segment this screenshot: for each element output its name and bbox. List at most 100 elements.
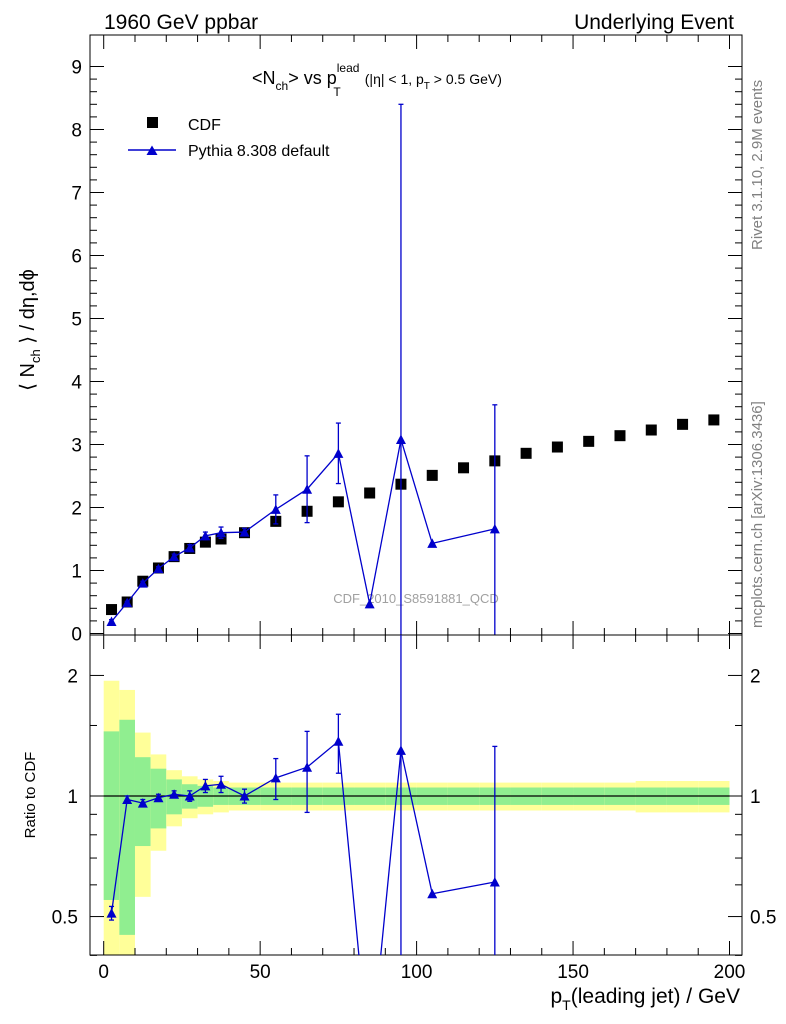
ylabel-sub: ch — [28, 349, 43, 363]
ratio-ytick-label-right: 2 — [750, 666, 761, 687]
title-mid: > vs p — [288, 68, 337, 88]
cdf-data-point — [364, 487, 376, 499]
cdf-data-point — [551, 441, 563, 453]
title-cut-pre: (|η| < 1, p — [365, 71, 424, 87]
main-ytick-label: 3 — [71, 436, 82, 457]
main-panel: CDF_2010_S8591881_QCD <Nch> vs plead T(|η… — [17, 34, 743, 646]
mc-ratio-point — [489, 876, 500, 887]
mc-ratio-point — [169, 789, 180, 799]
mc-point — [216, 527, 227, 538]
mc-point — [395, 434, 406, 444]
xtick-label: 50 — [250, 962, 271, 983]
mc-point — [169, 551, 180, 562]
main-mc-series — [106, 103, 500, 635]
mc-ratio-point — [333, 736, 344, 746]
cdf-data-point — [106, 604, 118, 616]
main-ytick-label: 0 — [71, 625, 82, 646]
main-y-axis-label: ⟨ Nch ⟩ / dη,dϕ — [17, 269, 43, 391]
mc-ratio-point — [153, 792, 164, 803]
xtick-label: 200 — [714, 962, 746, 983]
mc-ratio-point — [270, 772, 281, 783]
analysis-watermark: CDF_2010_S8591881_QCD — [333, 591, 499, 606]
title-cut-post: > 0.5 GeV) — [430, 71, 502, 87]
mc-ratio-point — [200, 780, 211, 791]
main-y-ticks: 0 1 2 3 4 5 6 7 8 9 — [71, 58, 742, 646]
cdf-data-point — [645, 424, 657, 436]
cdf-data-point — [458, 462, 470, 474]
cdf-data-point — [708, 414, 720, 426]
rivet-version-label: Rivet 3.1.10, 2.9M events — [749, 80, 766, 250]
ratio-frame — [89, 634, 743, 956]
ratio-y-axis-label: Ratio to CDF — [22, 752, 39, 839]
mcplots-source-label: mcplots.cern.ch [arXiv:1306.3436] — [749, 401, 766, 628]
main-ytick-label: 8 — [71, 121, 82, 142]
mc-ratio-line — [110, 739, 495, 955]
main-ytick-label: 5 — [71, 310, 82, 331]
mc-point — [184, 542, 195, 553]
x-axis-ticks: 0 50 100 150 200 — [98, 35, 745, 983]
legend-mc-label: Pythia 8.308 default — [188, 143, 330, 160]
mc-ratio-point — [216, 779, 227, 789]
legend-data-label: CDF — [188, 117, 221, 134]
mc-point — [239, 527, 250, 537]
cdf-data-point — [332, 496, 344, 508]
mc-point — [153, 563, 164, 574]
title-sup-lead: lead — [337, 61, 360, 75]
mc-ratio-point — [106, 908, 117, 918]
main-ytick-label: 9 — [71, 58, 82, 79]
mc-point — [200, 530, 211, 541]
mc-point — [489, 523, 500, 534]
xlabel-sub: T — [562, 997, 571, 1013]
ratio-uncertainty-bands — [103, 680, 730, 955]
ratio-ytick-label: 1 — [67, 787, 78, 808]
cdf-data-point — [520, 447, 532, 459]
mc-ratio-point — [395, 745, 406, 755]
main-ytick-label: 6 — [71, 247, 82, 268]
mc-point — [137, 578, 148, 588]
legend-mc-marker — [146, 145, 158, 155]
ratio-panel: Ratio to CDF 0.5 0.51 12 2 0 50 100 150 200 pT(… — [22, 35, 776, 1013]
xlabel-post: (leading jet) / GeV — [571, 985, 740, 1008]
main-ytick-label: 2 — [71, 499, 82, 520]
x-axis-label: pT(leading jet) / GeV — [550, 985, 740, 1013]
mc-ratio-point — [302, 762, 313, 772]
mc-point — [333, 448, 344, 458]
main-ytick-label: 7 — [71, 184, 82, 205]
mc-point — [122, 597, 133, 608]
xlabel-pre: p — [550, 985, 562, 1008]
mc-ratio-point — [122, 794, 133, 805]
header-left: 1960 GeV ppbar — [104, 11, 258, 34]
cdf-data-point — [426, 469, 438, 481]
mc-ratio-point — [137, 798, 148, 808]
ratio-mc-series — [106, 635, 500, 955]
title-cut-sub: T — [424, 81, 430, 92]
mc-ratio-point — [184, 791, 195, 801]
cdf-data-point — [677, 418, 689, 430]
main-title: <Nch> vs plead T(|η| < 1, pT > 0.5 GeV) — [252, 61, 502, 99]
main-ytick-label: 1 — [71, 562, 82, 583]
cdf-data-point — [583, 435, 595, 447]
xtick-label: 100 — [401, 962, 433, 983]
mc-point — [302, 484, 313, 494]
ratio-band-inner — [119, 719, 135, 935]
title-sub-ch: ch — [276, 79, 289, 93]
ratio-ytick-label-right: 0.5 — [750, 908, 776, 929]
ratio-band-inner — [103, 731, 120, 900]
header-right: Underlying Event — [574, 11, 734, 34]
main-ytick-label: 4 — [71, 373, 82, 394]
ratio-ytick-label-right: 1 — [750, 787, 761, 808]
mc-point — [106, 616, 117, 627]
xtick-label: 0 — [98, 962, 109, 983]
mc-ratio-point — [427, 888, 438, 899]
mc-point — [427, 538, 438, 548]
title-base: <N — [252, 68, 276, 88]
mc-point — [270, 504, 281, 514]
mc-ratio-point — [239, 791, 250, 801]
cdf-data-point — [199, 536, 211, 548]
xtick-label: 150 — [557, 962, 589, 983]
mc-line — [111, 439, 495, 622]
ratio-ytick-label: 0.5 — [52, 908, 78, 929]
mc-point — [364, 598, 375, 609]
ylabel-pre: ⟨ N — [17, 363, 39, 391]
